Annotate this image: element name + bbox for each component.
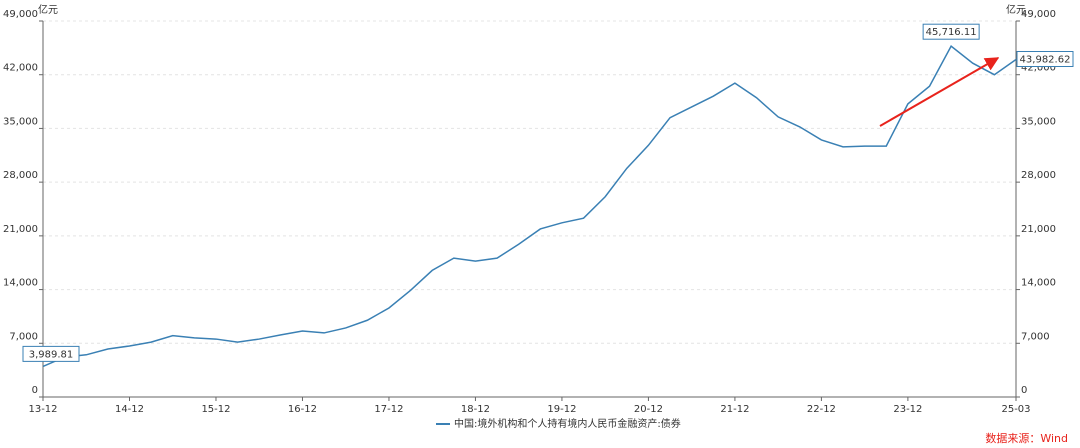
- y-tick-label: 35,000: [3, 116, 38, 127]
- y-tick-label: 49,000: [3, 9, 38, 20]
- value-label-box: [1016, 51, 1074, 68]
- x-tick-label: 14-12: [115, 404, 144, 415]
- y2-tick-label: 0: [1021, 385, 1027, 396]
- y2-tick-label: 14,000: [1021, 278, 1056, 289]
- x-tick-label: 18-12: [461, 404, 490, 415]
- trend-arrow: [879, 57, 1000, 127]
- source: 数据来源：Wind: [985, 431, 1068, 445]
- y2-tick-label: 35,000: [1021, 116, 1056, 127]
- value-label: 3,989.81: [29, 349, 74, 360]
- x-tick-label: 22-12: [807, 404, 836, 415]
- x-tick-label: 19-12: [547, 404, 576, 415]
- legend-label: 中国:境外机构和个人持有境内人民币金融资产:债券: [454, 417, 681, 430]
- series-line: [42, 45, 1017, 368]
- x-tick-label: 25-03: [1001, 404, 1030, 415]
- y-tick-label: 14,000: [3, 278, 38, 289]
- x-tick-label: 13-12: [28, 404, 57, 415]
- x-tick-label: 16-12: [288, 404, 317, 415]
- y-tick-label: 7,000: [9, 331, 38, 342]
- x-tick-label: 20-12: [634, 404, 663, 415]
- y2-axis-unit: 亿元: [1006, 3, 1026, 16]
- y-tick-label: 0: [32, 385, 38, 396]
- y2-tick-label: 7,000: [1021, 331, 1050, 342]
- value-label: 45,716.11: [926, 27, 977, 38]
- y2-tick-label: 28,000: [1021, 170, 1056, 181]
- x-tick-label: 15-12: [201, 404, 230, 415]
- y-tick-label: 28,000: [3, 170, 38, 181]
- value-label: 43,982.62: [1020, 55, 1071, 66]
- value-label-box: [22, 345, 80, 362]
- y-axis-unit: 亿元: [38, 3, 58, 16]
- y2-tick-label: 49,000: [1021, 9, 1056, 20]
- y-tick-label: 42,000: [3, 63, 38, 74]
- y2-tick-label: 21,000: [1021, 224, 1056, 235]
- x-tick-label: 23-12: [893, 404, 922, 415]
- x-tick-label: 21-12: [720, 404, 749, 415]
- value-label-box: [922, 23, 980, 40]
- y2-tick-label: 42,000: [1021, 63, 1056, 74]
- x-tick-label: 17-12: [374, 404, 403, 415]
- y-tick-label: 21,000: [3, 224, 38, 235]
